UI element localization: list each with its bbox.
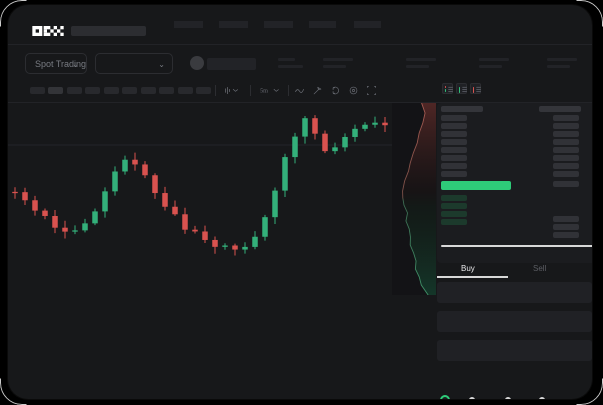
svg-text:5m: 5m xyxy=(260,88,268,95)
